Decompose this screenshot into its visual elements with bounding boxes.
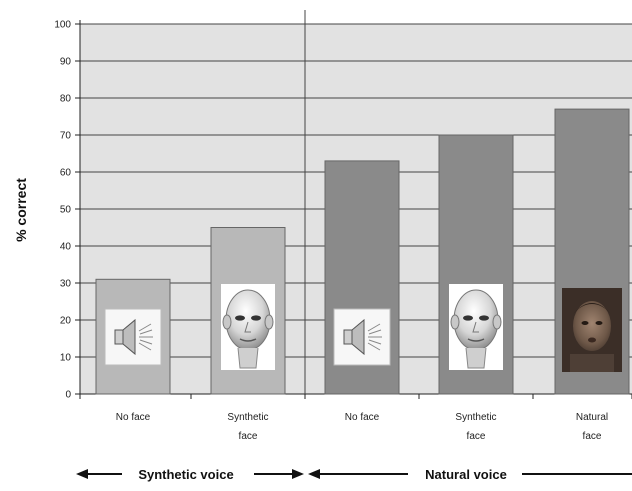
- x-axis-labels: No face Synthetic face No face Synthetic face…: [116, 412, 608, 442]
- y-tick-label: 40: [60, 242, 72, 253]
- natural-face-photo: [562, 288, 622, 372]
- y-tick-label: 100: [54, 20, 71, 31]
- bars: [95, 108, 630, 395]
- group-arrows: Synthetic voice Natural voice: [76, 467, 632, 482]
- y-tick-label: 30: [60, 279, 72, 290]
- speaker-icon: [104, 308, 162, 366]
- group-label: Synthetic voice: [138, 467, 233, 482]
- x-tick-label: No face: [116, 412, 151, 423]
- y-tick-label: 70: [60, 131, 72, 142]
- y-tick-label: 10: [60, 353, 72, 364]
- x-tick-label: Natural: [576, 412, 608, 423]
- x-tick-label: face: [467, 431, 486, 442]
- arrowhead-left: [76, 469, 88, 479]
- group-label: Natural voice: [425, 467, 507, 482]
- y-tick-label: 80: [60, 94, 72, 105]
- arrowhead-left: [308, 469, 320, 479]
- y-tick-label: 50: [60, 205, 72, 216]
- x-tick-label: face: [583, 431, 602, 442]
- y-tick-label: 0: [65, 390, 71, 401]
- y-axis-label: % correct: [13, 178, 29, 242]
- speaker-icon: [333, 308, 391, 366]
- arrowhead-right: [292, 469, 304, 479]
- y-tick-label: 60: [60, 168, 72, 179]
- x-tick-label: face: [239, 431, 258, 442]
- x-tick-label: Synthetic: [455, 412, 496, 423]
- synthetic-face-icon: [449, 284, 503, 370]
- x-tick-label: No face: [345, 412, 380, 423]
- y-tick-label: 20: [60, 316, 72, 327]
- synthetic-face-icon: [221, 284, 275, 370]
- x-tick-label: Synthetic: [227, 412, 268, 423]
- y-tick-label: 90: [60, 57, 72, 68]
